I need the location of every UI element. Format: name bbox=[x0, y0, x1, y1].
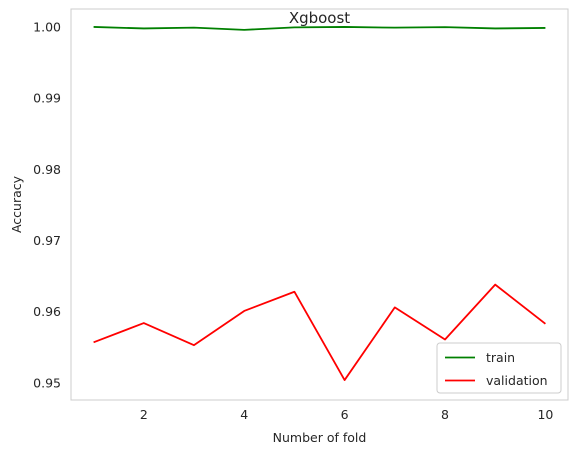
x-tick-label: 8 bbox=[441, 407, 449, 422]
y-axis-label: Accuracy bbox=[9, 175, 24, 233]
y-tick-label: 0.95 bbox=[33, 375, 61, 390]
series-line-validation bbox=[93, 283, 546, 381]
legend-label-validation: validation bbox=[486, 373, 548, 388]
x-tick-label: 2 bbox=[140, 407, 148, 422]
x-tick-label: 6 bbox=[341, 407, 349, 422]
x-axis-label: Number of fold bbox=[273, 430, 367, 445]
x-tick-labels: 2 4 6 8 10 bbox=[140, 407, 554, 422]
chart-title: Xgboost bbox=[289, 9, 350, 27]
plot-area bbox=[70, 8, 569, 401]
y-tick-label: 0.98 bbox=[33, 162, 61, 177]
y-tick-label: 1.00 bbox=[33, 19, 61, 34]
y-tick-label: 0.99 bbox=[33, 91, 61, 106]
y-tick-labels: 0.95 0.96 0.97 0.98 0.99 1.00 bbox=[33, 19, 61, 390]
x-tick-label: 10 bbox=[537, 407, 553, 422]
legend-label-train: train bbox=[486, 350, 515, 365]
series-layer bbox=[93, 26, 546, 381]
y-tick-label: 0.96 bbox=[33, 304, 61, 319]
y-tick-label: 0.97 bbox=[33, 233, 61, 248]
series-line-train bbox=[93, 26, 546, 31]
x-tick-label: 4 bbox=[240, 407, 248, 422]
legend: train validation bbox=[436, 342, 562, 394]
